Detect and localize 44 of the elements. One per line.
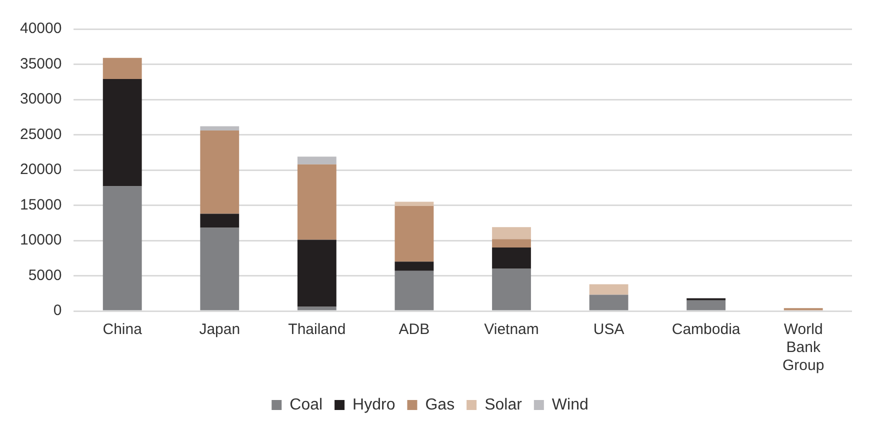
bar — [297, 306, 336, 310]
bar — [589, 294, 628, 310]
legend-label: Wind — [552, 396, 588, 414]
x-tick-label: World Bank Group — [782, 321, 824, 374]
bar — [394, 270, 434, 310]
bar — [102, 186, 142, 310]
y-tick-label: 25000 — [20, 126, 62, 143]
y-tick-label: 30000 — [20, 90, 62, 108]
legend-label: Solar — [484, 396, 523, 414]
bar — [492, 239, 531, 248]
legend-label: Coal — [290, 396, 323, 414]
x-tick-label: Thailand — [288, 321, 346, 338]
bar — [297, 164, 336, 240]
bar — [297, 240, 336, 307]
y-tick-label: 5000 — [28, 266, 62, 284]
bar — [492, 248, 531, 269]
x-tick-label: Cambodia — [672, 321, 741, 338]
bar — [394, 206, 434, 262]
y-tick-label: 40000 — [20, 20, 62, 38]
bar — [686, 300, 726, 310]
bar — [102, 79, 142, 186]
y-tick-label: 15000 — [20, 196, 62, 214]
bar — [200, 130, 240, 214]
y-tick-label: 0 — [53, 302, 62, 320]
y-tick-label: 35000 — [20, 55, 62, 72]
legend-label: Gas — [425, 396, 455, 414]
y-tick-label: 10000 — [20, 232, 62, 249]
bar — [200, 228, 240, 310]
x-tick-label: USA — [593, 321, 624, 338]
y-tick-label: 20000 — [20, 161, 62, 178]
bar — [394, 262, 434, 271]
x-tick-label: ADB — [398, 321, 430, 338]
bar — [200, 126, 240, 131]
bar — [102, 58, 142, 80]
x-tick-label: China — [102, 321, 143, 338]
bar — [492, 227, 531, 240]
bar — [589, 284, 628, 295]
bar — [200, 214, 240, 228]
bar — [492, 268, 531, 310]
legend-label: Hydro — [352, 396, 396, 414]
bar — [297, 156, 336, 164]
bar — [394, 202, 434, 206]
x-tick-label: Vietnam — [484, 321, 539, 338]
x-tick-label: Japan — [199, 321, 240, 338]
